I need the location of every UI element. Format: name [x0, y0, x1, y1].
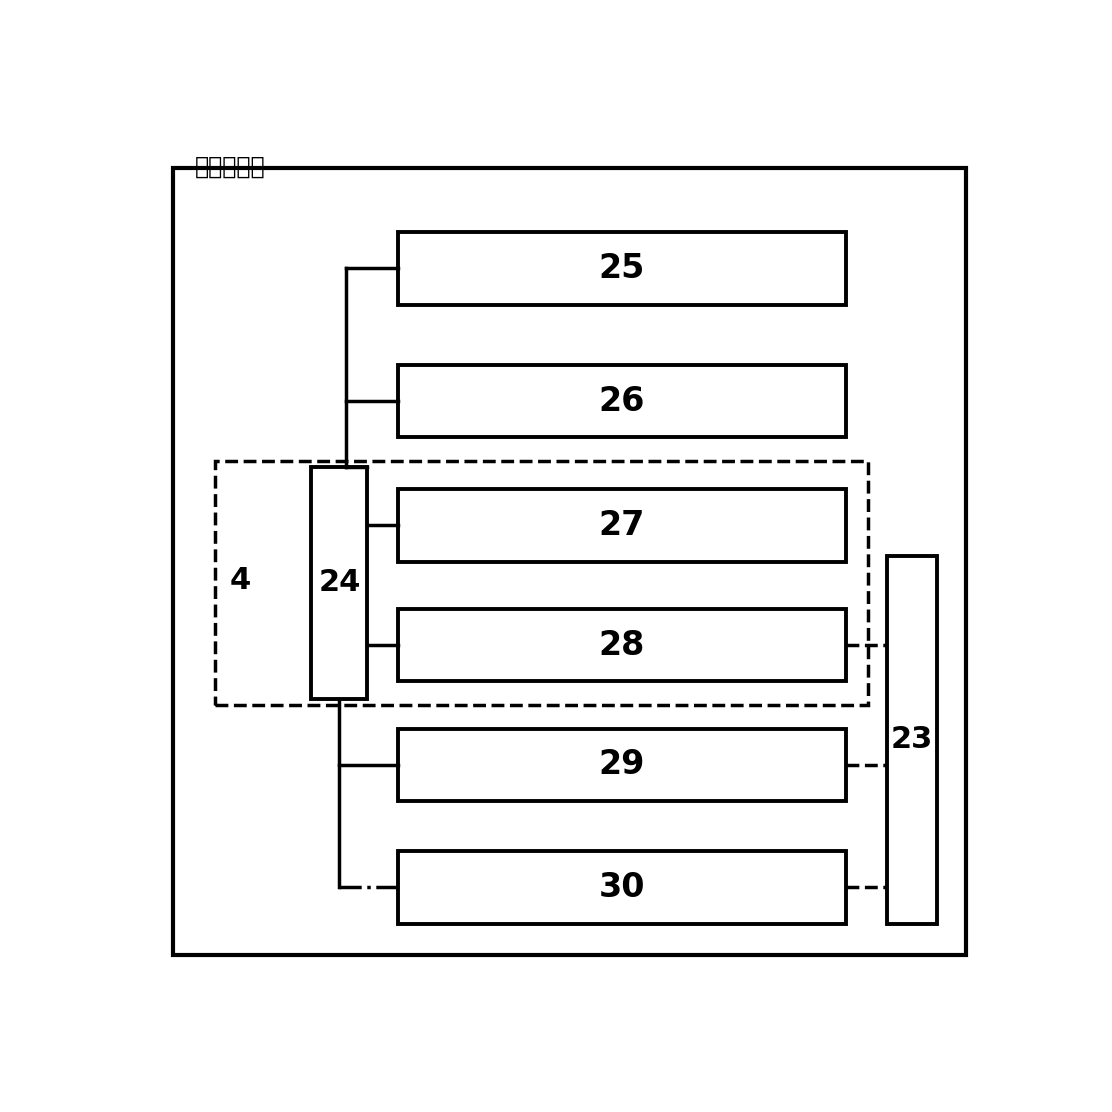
Text: 28: 28 [598, 628, 645, 662]
Text: 步入式冷库: 步入式冷库 [195, 155, 266, 179]
Text: 24: 24 [318, 568, 360, 597]
Text: 4: 4 [230, 566, 251, 595]
Bar [398, 489, 846, 562]
Text: 25: 25 [598, 251, 645, 285]
Bar [398, 232, 846, 305]
Bar [398, 851, 846, 924]
Text: 27: 27 [598, 508, 645, 542]
Bar [311, 467, 367, 698]
Text: 29: 29 [598, 748, 645, 782]
Text: 26: 26 [598, 385, 645, 417]
Bar [398, 365, 846, 437]
Bar [215, 460, 868, 705]
Bar [398, 608, 846, 682]
Bar [398, 728, 846, 802]
Text: 30: 30 [598, 871, 645, 904]
Text: 23: 23 [891, 725, 933, 754]
Bar [887, 556, 937, 924]
